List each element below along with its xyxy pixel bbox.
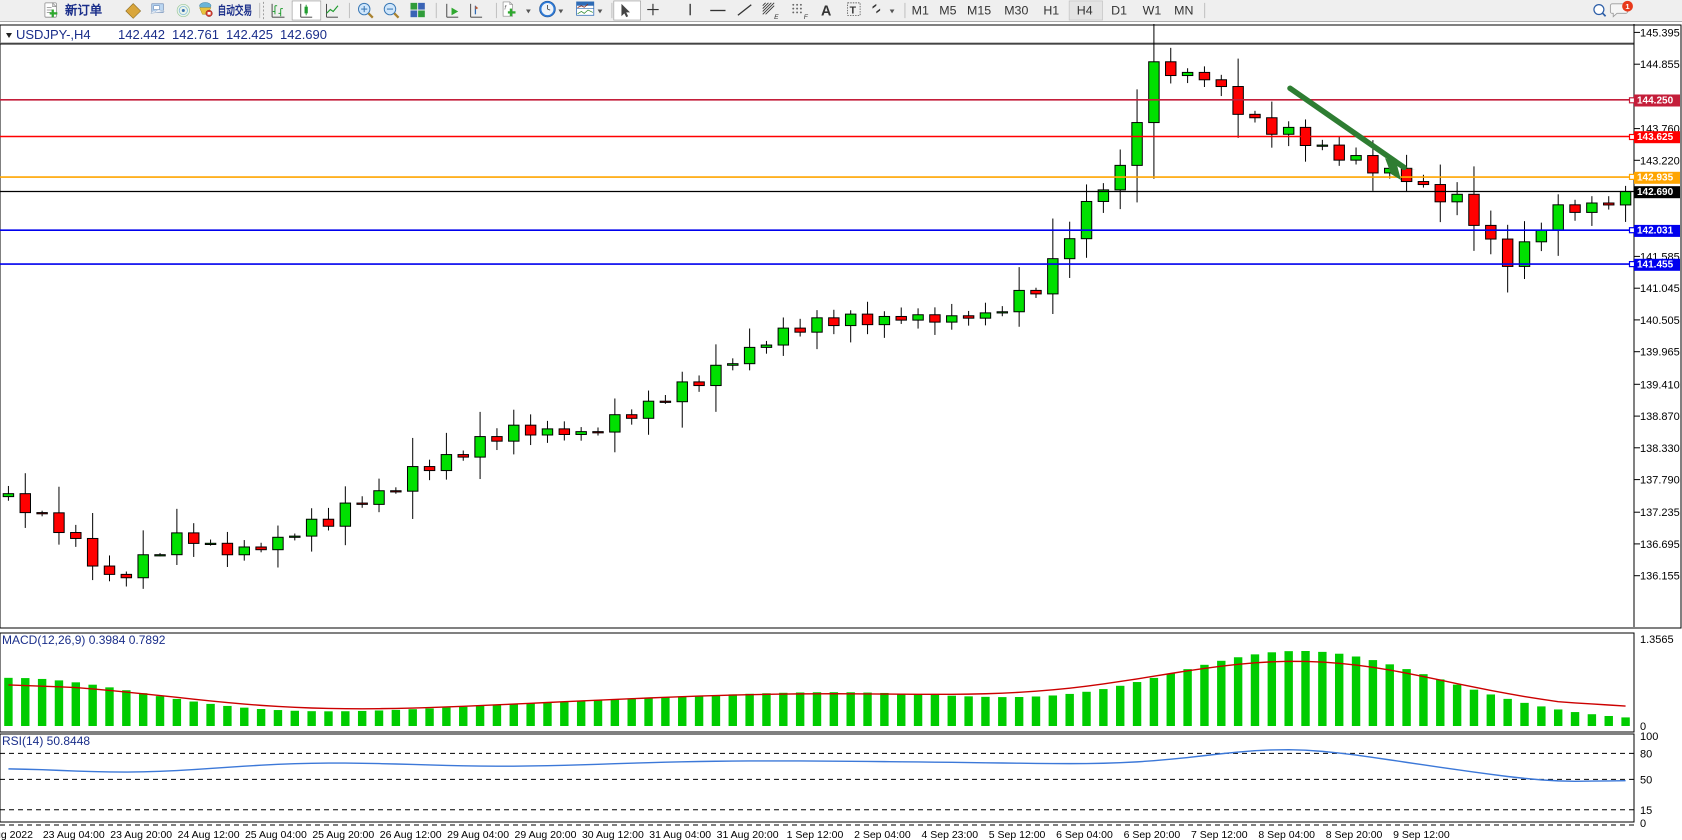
svg-text:24 Aug 12:00: 24 Aug 12:00	[178, 829, 240, 840]
svg-text:25 Aug 04:00: 25 Aug 04:00	[245, 829, 307, 840]
svg-text:D1: D1	[1111, 3, 1127, 17]
svg-text:M1: M1	[912, 3, 929, 17]
svg-text:T: T	[850, 4, 857, 16]
svg-text:25 Aug 20:00: 25 Aug 20:00	[312, 829, 374, 840]
svg-text:0: 0	[1640, 818, 1646, 830]
svg-text:RSI(14) 50.8448: RSI(14) 50.8448	[2, 734, 90, 748]
svg-text:2 Aug 2022: 2 Aug 2022	[0, 829, 33, 840]
svg-text:30 Aug 12:00: 30 Aug 12:00	[582, 829, 644, 840]
svg-text:8 Sep 04:00: 8 Sep 04:00	[1258, 829, 1315, 840]
svg-text:M5: M5	[939, 3, 956, 17]
svg-text:2 Sep 04:00: 2 Sep 04:00	[854, 829, 911, 840]
svg-text:23 Aug 20:00: 23 Aug 20:00	[110, 829, 172, 840]
svg-text:MACD(12,26,9) 0.3984 0.7892: MACD(12,26,9) 0.3984 0.7892	[2, 633, 166, 647]
svg-text:6 Sep 20:00: 6 Sep 20:00	[1124, 829, 1181, 840]
svg-text:7 Sep 12:00: 7 Sep 12:00	[1191, 829, 1248, 840]
svg-text:1.3565: 1.3565	[1640, 634, 1674, 646]
svg-text:8 Sep 20:00: 8 Sep 20:00	[1326, 829, 1383, 840]
svg-text:50: 50	[1640, 774, 1652, 786]
svg-text:E: E	[774, 14, 779, 21]
svg-text:A: A	[821, 3, 831, 19]
svg-text:自动交易: 自动交易	[218, 3, 252, 17]
svg-text:M15: M15	[967, 3, 991, 17]
svg-text:15: 15	[1640, 805, 1652, 817]
svg-text:H1: H1	[1043, 3, 1059, 17]
svg-text:5 Sep 12:00: 5 Sep 12:00	[989, 829, 1046, 840]
svg-text:4 Sep 23:00: 4 Sep 23:00	[921, 829, 978, 840]
svg-text:23 Aug 04:00: 23 Aug 04:00	[43, 829, 105, 840]
svg-text:100: 100	[1640, 731, 1658, 743]
svg-text:MN: MN	[1174, 3, 1193, 17]
svg-text:29 Aug 04:00: 29 Aug 04:00	[447, 829, 509, 840]
svg-text:31 Aug 20:00: 31 Aug 20:00	[717, 829, 779, 840]
svg-text:W1: W1	[1143, 3, 1162, 17]
svg-text:9 Sep 12:00: 9 Sep 12:00	[1393, 829, 1450, 840]
svg-text:新订单: 新订单	[65, 2, 103, 17]
svg-text:1 Sep 12:00: 1 Sep 12:00	[787, 829, 844, 840]
svg-text:6 Sep 04:00: 6 Sep 04:00	[1056, 829, 1113, 840]
svg-text:M30: M30	[1004, 3, 1028, 17]
svg-text:26 Aug 12:00: 26 Aug 12:00	[380, 829, 442, 840]
svg-text:H4: H4	[1077, 3, 1093, 17]
svg-text:29 Aug 20:00: 29 Aug 20:00	[515, 829, 577, 840]
svg-text:31 Aug 04:00: 31 Aug 04:00	[649, 829, 711, 840]
svg-text:80: 80	[1640, 748, 1652, 760]
svg-text:1: 1	[1625, 2, 1630, 11]
